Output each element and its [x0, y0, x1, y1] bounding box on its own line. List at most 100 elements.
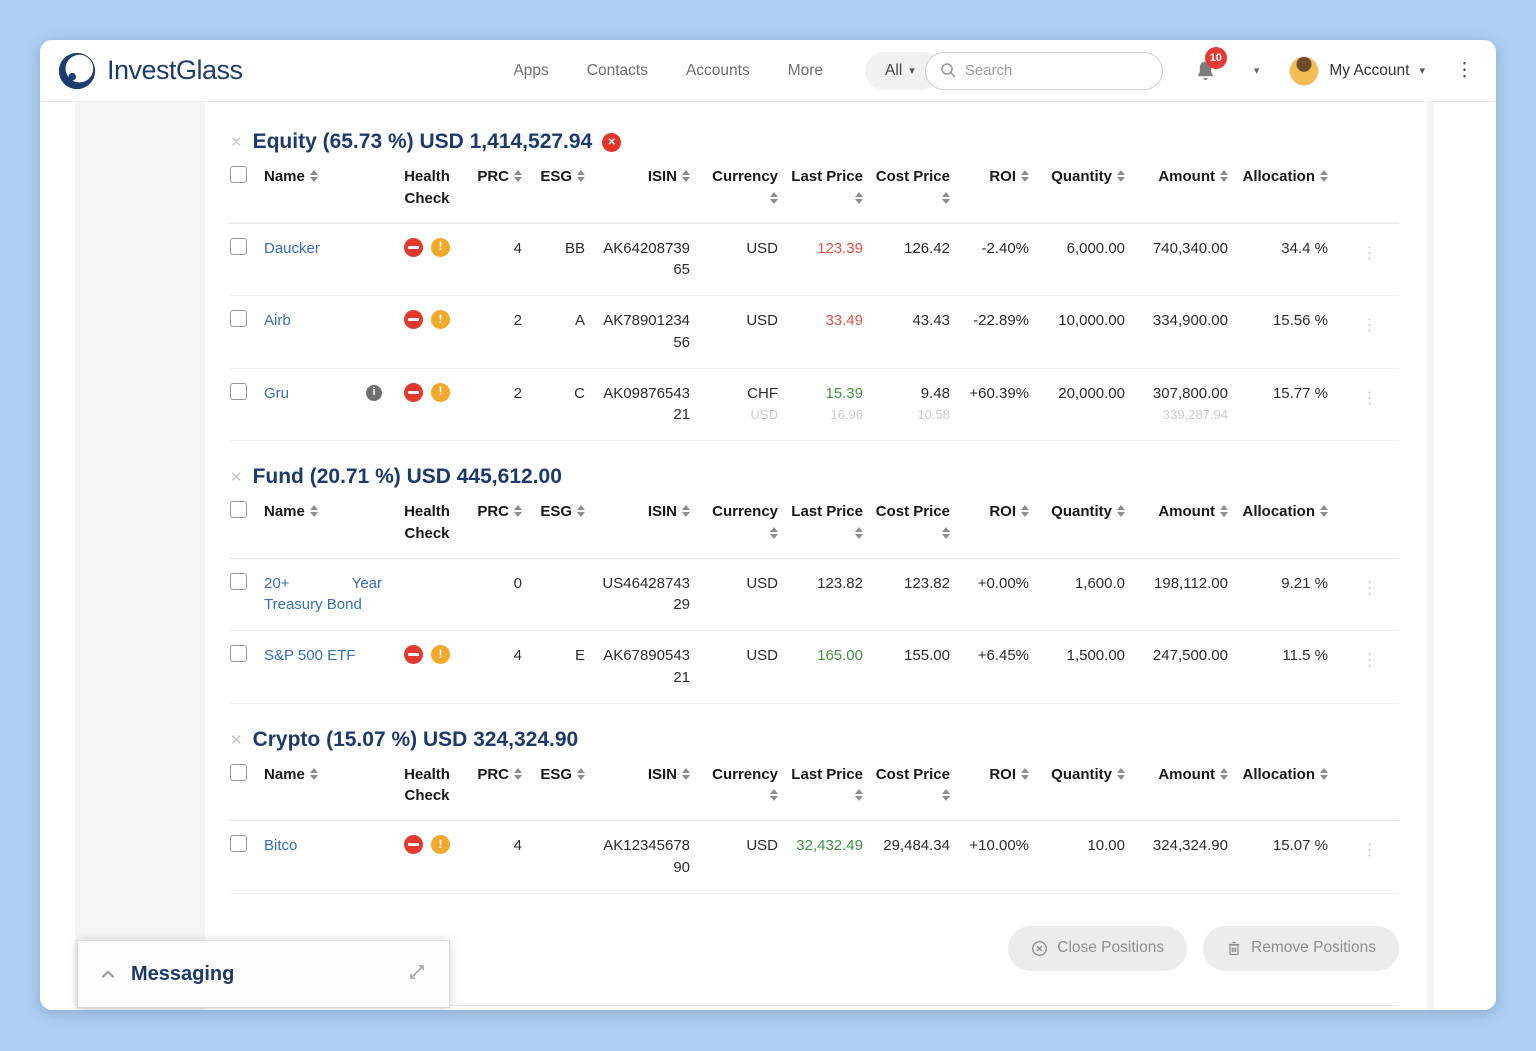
- column-header-last[interactable]: Last Price: [790, 160, 875, 223]
- messaging-panel[interactable]: Messaging: [77, 940, 450, 1008]
- column-header-currency[interactable]: Currency: [702, 495, 790, 558]
- sort-icon[interactable]: [682, 505, 690, 518]
- column-header-name[interactable]: Name: [264, 758, 394, 821]
- column-header-qty[interactable]: Quantity: [1041, 495, 1137, 558]
- position-link[interactable]: Airb: [264, 312, 291, 329]
- sort-icon[interactable]: [855, 789, 863, 802]
- column-header-cost[interactable]: Cost Price: [875, 758, 962, 821]
- sort-icon[interactable]: [577, 170, 585, 183]
- sort-icon[interactable]: [309, 505, 318, 518]
- sort-icon[interactable]: [1320, 170, 1328, 183]
- sort-icon[interactable]: [1320, 767, 1328, 780]
- sort-icon[interactable]: [1220, 170, 1228, 183]
- chevron-down-icon[interactable]: ▾: [1253, 65, 1260, 77]
- sort-icon[interactable]: [309, 767, 318, 780]
- column-header-amount[interactable]: Amount: [1137, 495, 1240, 558]
- row-checkbox[interactable]: [230, 572, 247, 590]
- sort-icon[interactable]: [770, 191, 778, 204]
- column-header-last[interactable]: Last Price: [790, 758, 875, 821]
- search-box[interactable]: [924, 51, 1163, 90]
- collapse-icon[interactable]: ✕: [230, 731, 243, 749]
- nav-link-apps[interactable]: Apps: [513, 61, 549, 79]
- nav-link-more[interactable]: More: [787, 61, 824, 79]
- column-header-isin[interactable]: ISIN: [597, 160, 702, 223]
- sort-icon[interactable]: [1021, 170, 1029, 183]
- nav-link-accounts[interactable]: Accounts: [685, 61, 750, 79]
- sort-icon[interactable]: [309, 170, 318, 183]
- sort-icon[interactable]: [514, 170, 522, 183]
- nav-link-contacts[interactable]: Contacts: [586, 61, 648, 79]
- column-header-alloc[interactable]: Allocation: [1240, 160, 1340, 223]
- sort-icon[interactable]: [855, 191, 863, 204]
- sort-icon[interactable]: [1117, 170, 1125, 183]
- column-header-esg[interactable]: ESG: [534, 758, 597, 821]
- sort-icon[interactable]: [682, 767, 690, 780]
- row-checkbox[interactable]: [230, 310, 247, 327]
- chevron-up-icon[interactable]: [100, 969, 116, 980]
- column-header-roi[interactable]: ROI: [962, 160, 1041, 223]
- row-menu-icon[interactable]: ⋮: [1361, 389, 1378, 407]
- sort-icon[interactable]: [1117, 767, 1125, 780]
- position-link[interactable]: Bitco: [264, 837, 298, 854]
- sort-icon[interactable]: [1021, 505, 1029, 518]
- sort-icon[interactable]: [577, 505, 585, 518]
- info-icon[interactable]: i: [366, 384, 382, 401]
- column-header-prc[interactable]: PRC: [472, 160, 534, 223]
- expand-icon[interactable]: [407, 962, 427, 987]
- account-menu[interactable]: My Account ▾: [1289, 55, 1425, 86]
- row-menu-icon[interactable]: ⋮: [1361, 842, 1378, 859]
- position-link[interactable]: S&P 500 ETF: [264, 647, 356, 664]
- sort-icon[interactable]: [942, 191, 950, 204]
- column-header-currency[interactable]: Currency: [702, 160, 790, 223]
- column-header-currency[interactable]: Currency: [702, 758, 790, 821]
- sort-icon[interactable]: [577, 767, 585, 780]
- sort-icon[interactable]: [942, 526, 950, 539]
- remove-positions-button[interactable]: Remove Positions: [1203, 925, 1399, 971]
- overflow-menu-icon[interactable]: ⋮: [1455, 60, 1474, 81]
- notifications-button[interactable]: 10: [1193, 46, 1227, 84]
- column-header-qty[interactable]: Quantity: [1041, 160, 1137, 223]
- column-header-name[interactable]: Name: [264, 160, 394, 223]
- row-menu-icon[interactable]: ⋮: [1361, 317, 1378, 334]
- sort-icon[interactable]: [1220, 505, 1228, 518]
- brand[interactable]: InvestGlass: [56, 50, 243, 92]
- row-checkbox[interactable]: [230, 645, 247, 662]
- select-all-checkbox[interactable]: [230, 763, 247, 781]
- column-header-esg[interactable]: ESG: [534, 495, 597, 558]
- sort-icon[interactable]: [770, 526, 778, 539]
- column-header-alloc[interactable]: Allocation: [1240, 495, 1340, 558]
- sort-icon[interactable]: [1320, 505, 1328, 518]
- column-header-amount[interactable]: Amount: [1137, 160, 1240, 223]
- column-header-name[interactable]: Name: [264, 495, 394, 558]
- row-checkbox[interactable]: [230, 835, 247, 852]
- select-all-checkbox[interactable]: [230, 166, 247, 183]
- row-checkbox[interactable]: [230, 237, 247, 255]
- row-menu-icon[interactable]: ⋮: [1361, 579, 1378, 597]
- sort-icon[interactable]: [514, 767, 522, 780]
- sort-icon[interactable]: [770, 789, 778, 802]
- column-header-prc[interactable]: PRC: [472, 495, 534, 558]
- row-menu-icon[interactable]: ⋮: [1361, 244, 1378, 262]
- position-link[interactable]: 20+ Year Treasury Bond: [264, 574, 382, 614]
- column-header-isin[interactable]: ISIN: [597, 758, 702, 821]
- column-header-qty[interactable]: Quantity: [1041, 758, 1137, 821]
- column-header-isin[interactable]: ISIN: [597, 495, 702, 558]
- sort-icon[interactable]: [1021, 767, 1029, 780]
- close-positions-button[interactable]: Close Positions: [1008, 925, 1188, 971]
- column-header-alloc[interactable]: Allocation: [1240, 758, 1340, 821]
- sort-icon[interactable]: [855, 526, 863, 539]
- sort-icon[interactable]: [514, 505, 522, 518]
- collapse-icon[interactable]: ✕: [230, 134, 243, 151]
- select-all-checkbox[interactable]: [230, 501, 247, 518]
- position-link[interactable]: Gru: [264, 384, 290, 402]
- column-header-roi[interactable]: ROI: [962, 758, 1041, 821]
- search-input[interactable]: [964, 62, 1135, 79]
- sort-icon[interactable]: [942, 789, 950, 802]
- column-header-esg[interactable]: ESG: [534, 160, 597, 223]
- column-header-roi[interactable]: ROI: [962, 495, 1041, 558]
- scrollbar[interactable]: [1427, 102, 1434, 1010]
- position-link[interactable]: Daucker: [264, 239, 320, 257]
- column-header-amount[interactable]: Amount: [1137, 758, 1240, 821]
- sort-icon[interactable]: [1220, 767, 1228, 780]
- row-menu-icon[interactable]: ⋮: [1361, 652, 1378, 669]
